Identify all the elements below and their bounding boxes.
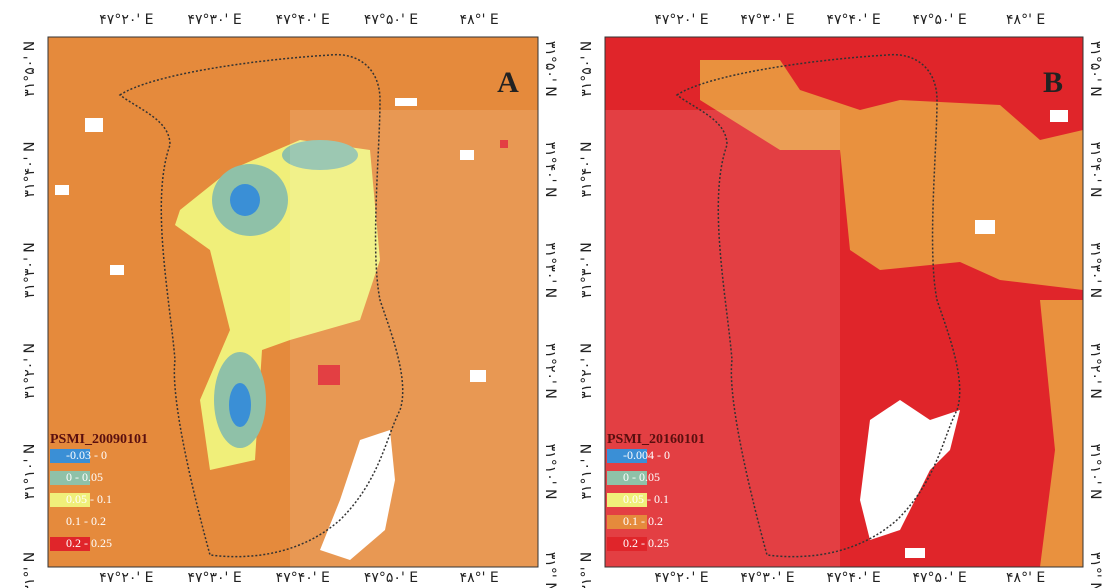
legend-label: 0.1 - 0.2 <box>66 514 106 528</box>
left-tick-label: ۳۱°۵۰' N <box>579 41 595 97</box>
right-tick-label: ۳۱°' N <box>1087 552 1103 588</box>
legend-label: 0.05 - 0.1 <box>66 492 112 506</box>
legend-label: 0.05 - 0.1 <box>623 492 669 506</box>
legend-label: 0.2 - 0.25 <box>66 536 112 550</box>
right-tick-label: ۳۱°۵۰' N <box>542 41 558 97</box>
right-tick-label: ۳۱°۲۰' N <box>542 343 558 399</box>
left-tick-label: ۳۱°۴۰' N <box>579 142 595 198</box>
bottom-tick-label: ۴۷°۴۰' E <box>826 570 880 586</box>
right-tick-label: ۳۱°۱۰' N <box>542 444 558 500</box>
top-tick-label: ۴۷°۳۰' E <box>740 12 794 28</box>
top-tick-label: ۴۸°' E <box>1006 12 1045 28</box>
right-tick-label: ۳۱°۱۰' N <box>1087 444 1103 500</box>
top-tick-label: ۴۷°۴۰' E <box>826 12 880 28</box>
right-tick-label: ۳۱°۴۰' N <box>1087 142 1103 198</box>
bottom-tick-label: ۴۷°۵۰' E <box>912 570 966 586</box>
panel-letter: B <box>1043 66 1063 99</box>
raster-b <box>605 37 1083 567</box>
top-tick-label: ۴۷°۲۰' E <box>654 12 708 28</box>
left-tick-label: ۳۱°' N <box>22 552 38 588</box>
left-tick-label: ۳۱°۱۰' N <box>22 444 38 500</box>
bottom-tick-label: ۴۷°۳۰' E <box>187 570 241 586</box>
legend-label: 0 - 0.05 <box>66 470 103 484</box>
left-tick-label: ۳۱°۲۰' N <box>22 343 38 399</box>
legend-label: 0.1 - 0.2 <box>623 514 663 528</box>
right-tick-label: ۳۱°۳۰' N <box>1087 242 1103 298</box>
bottom-tick-label: ۴۸°' E <box>1006 570 1045 586</box>
legend-title: PSMI_20090101 <box>50 432 148 447</box>
left-tick-label: ۳۱°۴۰' N <box>22 142 38 198</box>
legend-label: 0.2 - 0.25 <box>623 536 669 550</box>
top-tick-label: ۴۷°۵۰' E <box>364 12 418 28</box>
left-tick-label: ۳۱°۳۰' N <box>579 242 595 298</box>
top-tick-label: ۴۷°۳۰' E <box>187 12 241 28</box>
top-tick-label: ۴۷°۵۰' E <box>912 12 966 28</box>
left-tick-label: ۳۱°۳۰' N <box>22 242 38 298</box>
right-tick-label: ۳۱°۳۰' N <box>542 242 558 298</box>
top-tick-label: ۴۸°' E <box>460 12 499 28</box>
bottom-tick-label: ۴۷°۲۰' E <box>99 570 153 586</box>
panel-letter: A <box>497 66 519 99</box>
right-tick-label: ۳۱°۲۰' N <box>1087 343 1103 399</box>
top-tick-label: ۴۷°۴۰' E <box>276 12 330 28</box>
legend-label: 0 - 0.05 <box>623 470 660 484</box>
bottom-tick-label: ۴۸°' E <box>460 570 499 586</box>
right-tick-label: ۳۱°' N <box>542 552 558 588</box>
legend-label: -0.03 - 0 <box>66 448 107 462</box>
bottom-tick-label: ۴۷°۲۰' E <box>654 570 708 586</box>
left-tick-label: ۳۱°۱۰' N <box>579 444 595 500</box>
bottom-tick-label: ۴۷°۵۰' E <box>364 570 418 586</box>
legend-label: -0.004 - 0 <box>623 448 670 462</box>
top-tick-label: ۴۷°۲۰' E <box>99 12 153 28</box>
bottom-tick-label: ۴۷°۳۰' E <box>740 570 794 586</box>
left-tick-label: ۳۱°۵۰' N <box>22 41 38 97</box>
raster-a <box>48 37 538 567</box>
map-figure: A ۴۷°۲۰' E ۴۷°۳۰' E ۴۷°۴۰' E ۴۷°۵۰' E ۴۸°' E ۴… <box>0 0 1105 588</box>
left-tick-label: ۳۱°' N <box>579 552 595 588</box>
left-tick-label: ۳۱°۲۰' N <box>579 343 595 399</box>
bottom-tick-label: ۴۷°۴۰' E <box>276 570 330 586</box>
right-tick-label: ۳۱°۵۰' N <box>1087 41 1103 97</box>
right-tick-label: ۳۱°۴۰' N <box>542 142 558 198</box>
legend-title: PSMI_20160101 <box>607 432 705 447</box>
